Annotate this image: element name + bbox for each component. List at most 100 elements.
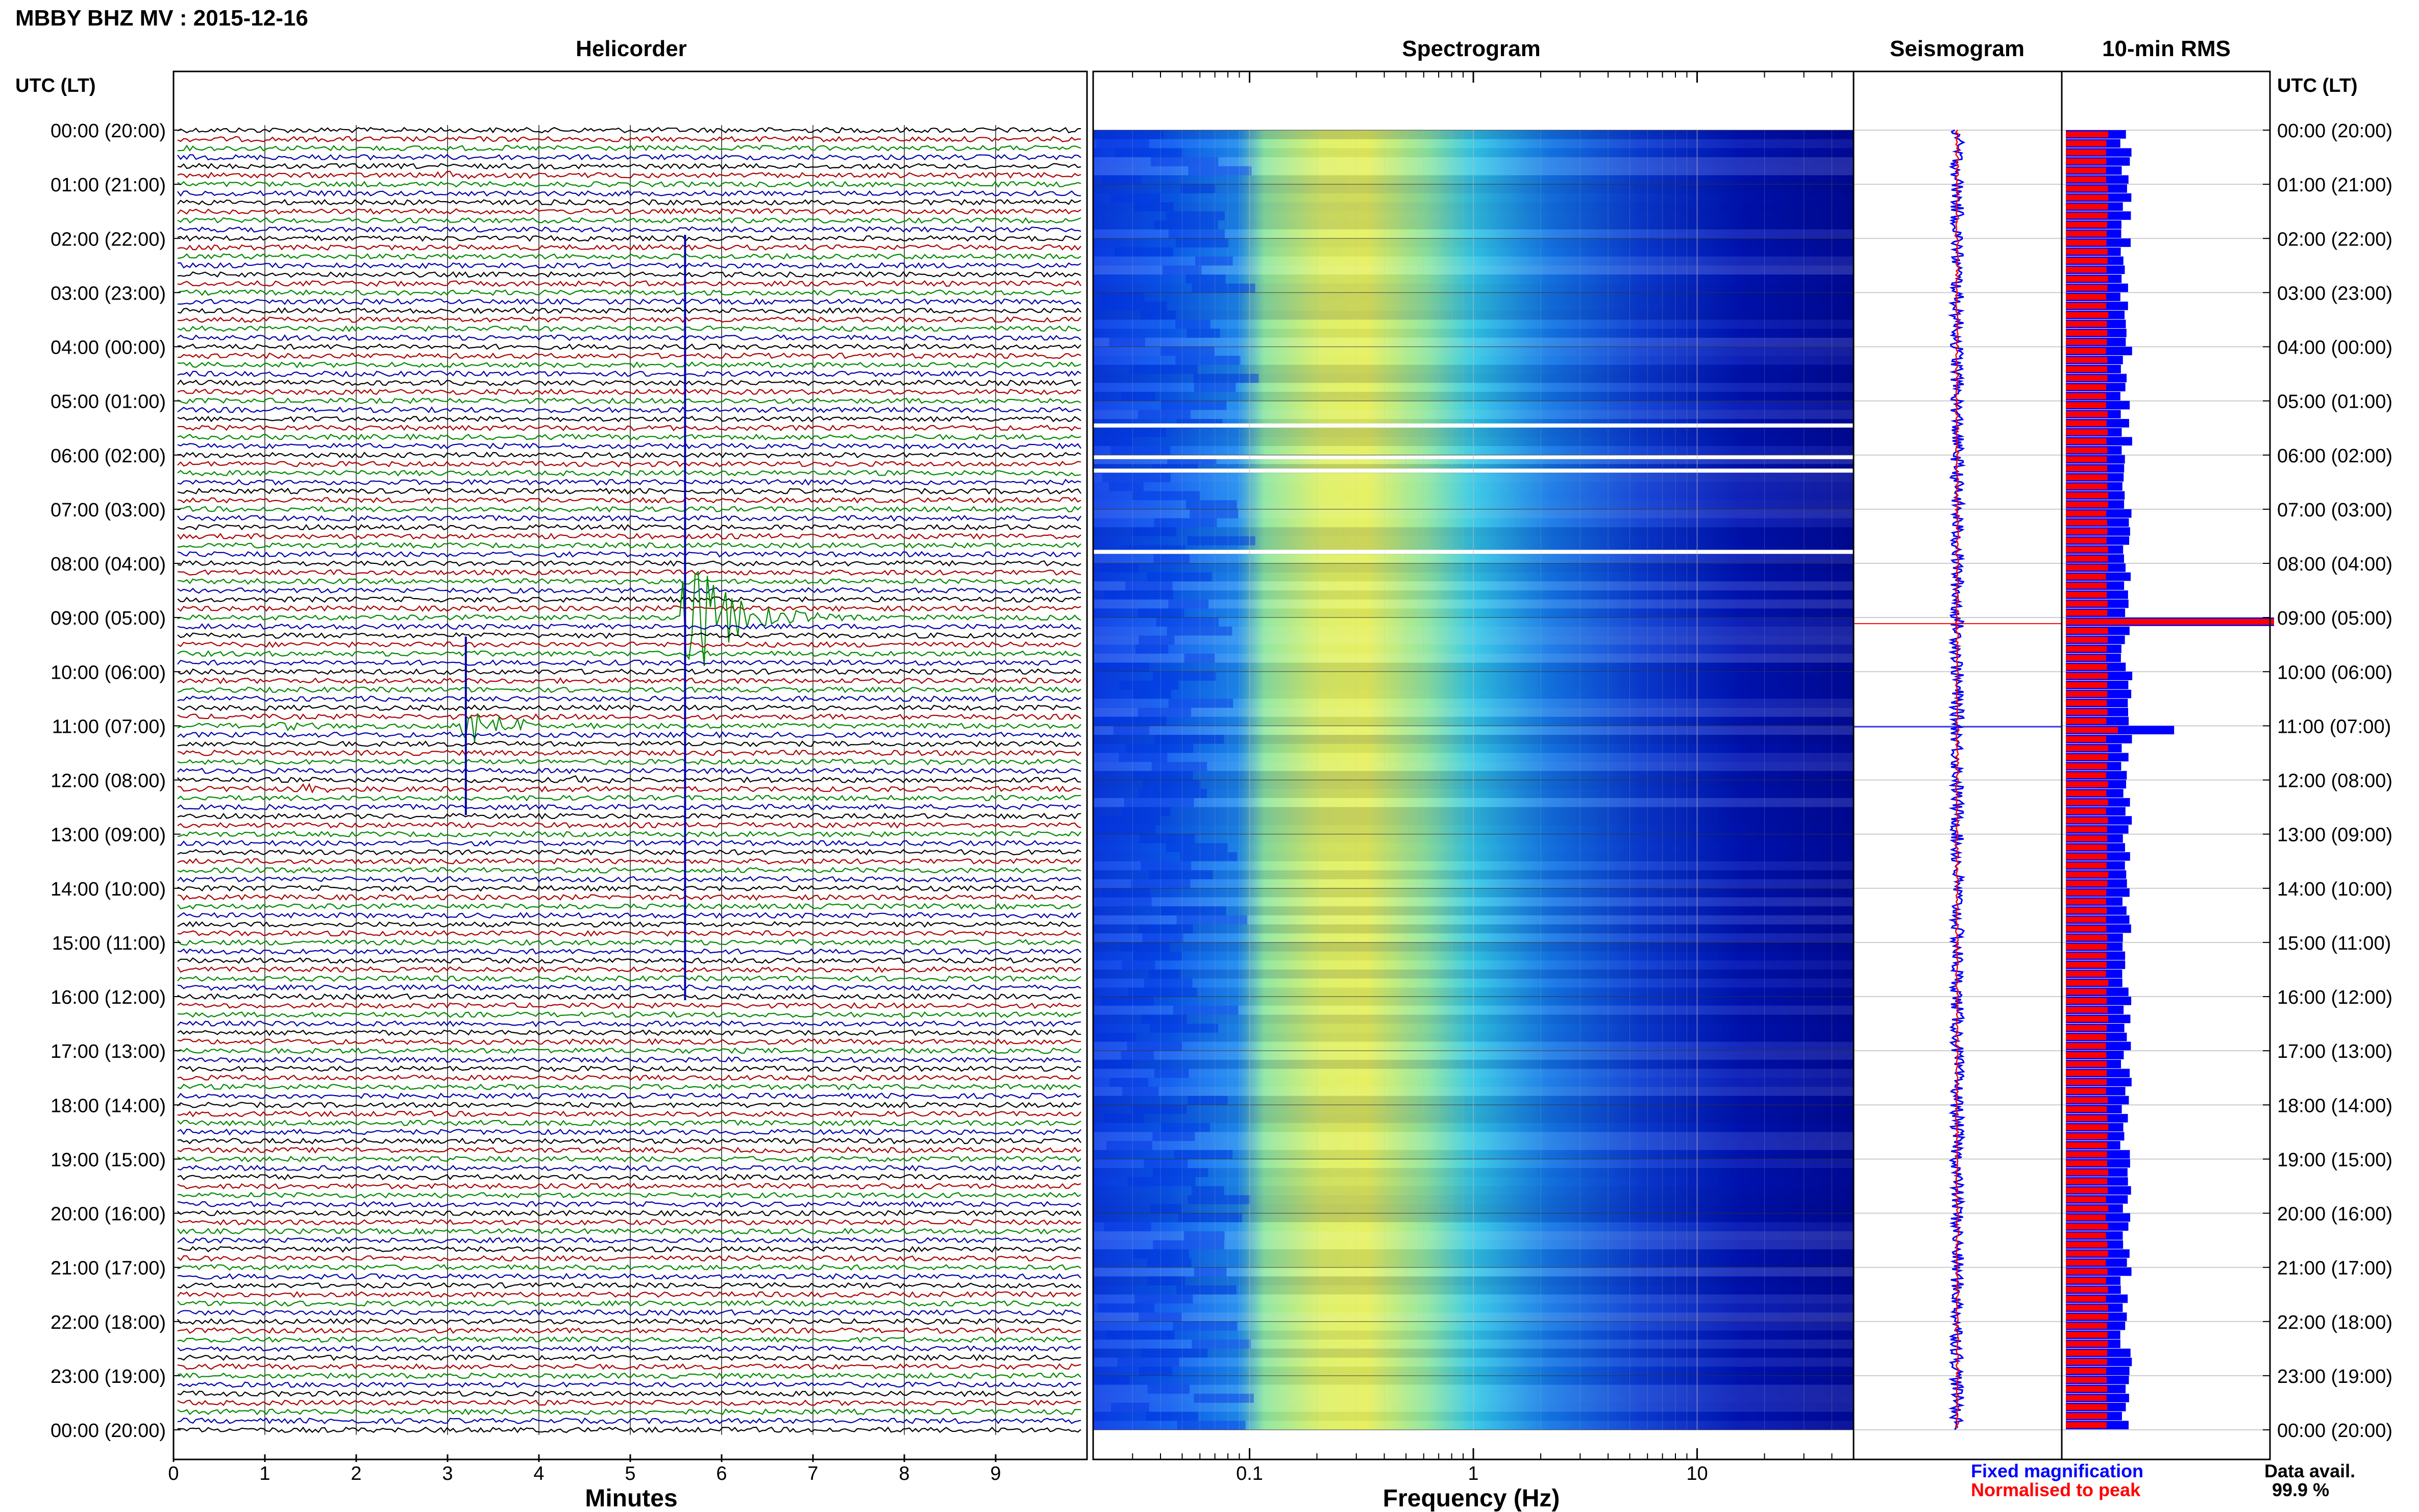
left-time-labels: 00:00 (20:00) 01:00 (21:00) 02:00 (22:00) 0…: [51, 120, 181, 1442]
rms-normalised-bar: [2066, 953, 2107, 959]
helicorder-trace: [177, 1011, 1081, 1018]
rms-normalised-bar: [2066, 1259, 2106, 1266]
rms-normalised-bar: [2066, 862, 2107, 869]
right-time-label: 16:00 (12:00): [2277, 987, 2392, 1008]
rms-panel: [2061, 70, 2274, 1460]
spectrogram-cell: [1142, 780, 1201, 789]
spectrogram-cell: [1101, 888, 1151, 898]
helicorder-trace: [177, 1110, 1081, 1118]
spectrogram-cell: [1131, 527, 1177, 536]
spectrogram-cell: [1134, 1294, 1193, 1304]
helicorder-trace: [177, 1318, 1081, 1325]
left-time-label: 19:00 (15:00): [51, 1149, 166, 1171]
rms-normalised-bar: [2066, 853, 2107, 860]
spectrogram-x-tick-label: 0.1: [1236, 1463, 1263, 1484]
left-time-label: 00:00 (20:00): [51, 1420, 166, 1442]
right-time-label: 08:00 (04:00): [2277, 554, 2392, 575]
left-time-label: 15:00 (11:00): [52, 933, 166, 954]
helicorder-x-tick-label: 6: [716, 1463, 727, 1484]
spectrogram-cell: [1094, 825, 1156, 834]
rms-normalised-bar: [2066, 375, 2108, 381]
helicorder-trace: [177, 641, 1081, 648]
rms-normalised-bar: [2066, 429, 2108, 435]
figure-title: MBBY BHZ MV : 2015-12-16: [15, 6, 308, 31]
helicorder-trace: [177, 262, 1081, 269]
spectrogram-cell: [1160, 401, 1227, 410]
helicorder-trace: [177, 1399, 1081, 1406]
spectrogram-cell: [1178, 1213, 1242, 1223]
rms-normalised-bar: [2066, 420, 2107, 427]
spectrogram-cell: [1186, 500, 1237, 509]
spectrogram-cell: [1152, 1168, 1208, 1177]
helicorder-trace: [177, 397, 1081, 405]
rms-normalised-bar: [2066, 591, 2107, 598]
helicorder-trace: [177, 1056, 1081, 1063]
spectrogram-cell: [1095, 1375, 1129, 1385]
spectrogram-cell: [1104, 1222, 1151, 1231]
helicorder-trace: [177, 975, 1081, 982]
spectrogram-cell: [1096, 1032, 1136, 1042]
spectrogram-cell: [1110, 1402, 1149, 1412]
spectrogram-cell: [1150, 1024, 1219, 1033]
rms-normalised-bar: [2066, 1341, 2108, 1347]
helicorder-trace: [177, 1300, 1081, 1307]
spectrogram-cell: [1161, 906, 1226, 915]
rms-normalised-bar: [2066, 799, 2108, 806]
helicorder-trace: [177, 849, 1081, 856]
helicorder-trace: [177, 144, 1081, 152]
helicorder-trace: [177, 388, 1081, 395]
spectrogram-cell: [1149, 870, 1213, 880]
helicorder-trace: [177, 839, 1081, 847]
left-time-label: 00:00 (20:00): [51, 120, 166, 142]
rms-normalised-bar: [2066, 185, 2108, 192]
spectrogram-cell: [1187, 536, 1255, 546]
spectrogram-cell: [1109, 1078, 1149, 1087]
helicorder-trace: [177, 1336, 1081, 1344]
helicorder-trace: [177, 451, 1081, 459]
helicorder-x-tick-label: 9: [990, 1463, 1001, 1484]
helicorder-trace: [177, 244, 1081, 251]
helicorder-trace: [177, 1164, 1081, 1172]
rms-normalised-bar: [2066, 961, 2107, 968]
spectrogram-cell: [1138, 708, 1191, 717]
right-time-label: 18:00 (14:00): [2277, 1095, 2392, 1117]
helicorder-trace: [177, 830, 1081, 838]
helicorder-trace: [177, 822, 1081, 829]
rms-normalised-bar: [2066, 1250, 2108, 1257]
rms-normalised-bar: [2066, 1061, 2107, 1067]
rms-normalised-bar: [2066, 131, 2109, 138]
rms-normalised-bar: [2066, 564, 2108, 571]
rms-normalised-bar: [2066, 844, 2107, 851]
left-time-label: 03:00 (23:00): [51, 283, 166, 304]
rms-normalised-bar: [2066, 1097, 2108, 1103]
right-time-label: 20:00 (16:00): [2277, 1204, 2392, 1225]
rms-normalised-bar: [2066, 537, 2107, 544]
helicorder-trace: [177, 1309, 1081, 1316]
helicorder-trace: [177, 866, 1081, 874]
spectrogram-cell: [1175, 319, 1211, 329]
spectrogram-cell: [1128, 1177, 1196, 1186]
helicorder-trace: [177, 1372, 1081, 1379]
left-time-label: 23:00 (19:00): [51, 1366, 166, 1387]
right-time-label: 02:00 (22:00): [2277, 229, 2392, 250]
spectrogram-cell: [1106, 1141, 1152, 1150]
right-time-label: 23:00 (19:00): [2277, 1366, 2392, 1387]
helicorder-trace: [177, 795, 1081, 802]
helicorder-trace: [177, 957, 1081, 964]
spectrogram-cell: [1136, 645, 1169, 654]
rms-normalised-bar: [2066, 1133, 2108, 1139]
spectrogram-cell: [1120, 942, 1170, 952]
legend-fixed-magnification: Fixed magnification: [1971, 1460, 2143, 1481]
helicorder-trace: [177, 1390, 1081, 1397]
helicorder-trace: [177, 316, 1081, 324]
rms-normalised-bar: [2066, 1413, 2107, 1419]
spectrogram-cell: [1096, 130, 1164, 139]
helicorder-trace: [177, 325, 1081, 332]
spectrogram-cell: [1117, 1357, 1179, 1367]
left-time-label: 20:00 (16:00): [51, 1204, 166, 1225]
rms-normalised-bar: [2066, 1205, 2109, 1211]
spectrogram-cell: [1144, 1159, 1188, 1169]
rms-normalised-bar: [2066, 700, 2107, 706]
spectrogram-cell: [1188, 1195, 1250, 1204]
right-time-label: 06:00 (02:00): [2277, 445, 2392, 467]
